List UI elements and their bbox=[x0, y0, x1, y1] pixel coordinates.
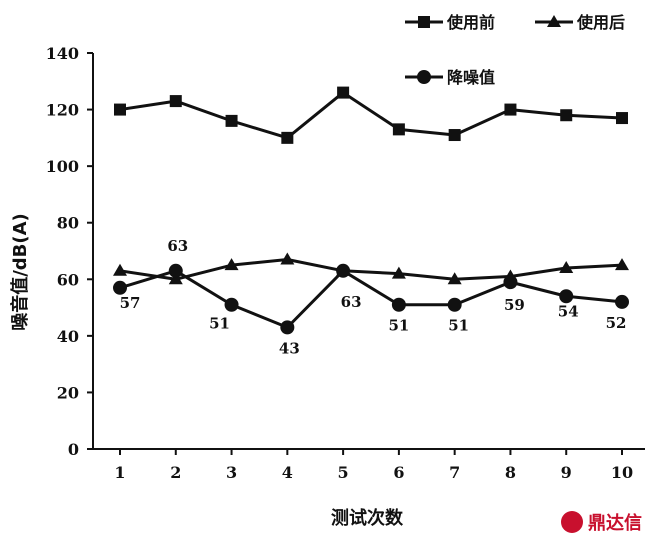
data-label: 63 bbox=[341, 293, 362, 311]
data-point-circle bbox=[559, 289, 574, 304]
x-tick-label: 4 bbox=[282, 463, 293, 482]
watermark-text: 鼎达信 bbox=[588, 512, 642, 534]
legend-label: 使用后 bbox=[576, 13, 625, 32]
x-tick-label: 2 bbox=[170, 463, 181, 482]
watermark: 鼎达信 bbox=[561, 511, 642, 534]
series-3 bbox=[113, 263, 629, 335]
data-point-square bbox=[281, 131, 294, 144]
x-tick-label: 7 bbox=[449, 463, 460, 482]
data-point-square bbox=[169, 95, 182, 108]
data-point-square bbox=[392, 123, 405, 136]
series-1 bbox=[114, 86, 628, 144]
data-labels-layer: 57 63 51 43 63 51 51 59 54 52 bbox=[120, 237, 627, 358]
data-point-square bbox=[560, 109, 573, 122]
data-point-circle bbox=[391, 297, 406, 312]
series-line bbox=[119, 91, 623, 140]
data-point-circle bbox=[336, 263, 351, 278]
data-point-square bbox=[225, 114, 238, 127]
data-point-triangle bbox=[615, 258, 629, 271]
data-point-circle bbox=[615, 294, 629, 309]
y-tick-label: 120 bbox=[46, 101, 79, 120]
data-point-square bbox=[114, 103, 126, 116]
series-layer bbox=[113, 86, 629, 335]
y-tick-label: 80 bbox=[57, 214, 79, 233]
legend-marker-square bbox=[418, 16, 430, 28]
x-tick-label: 5 bbox=[338, 463, 349, 482]
data-point-circle bbox=[447, 297, 462, 312]
data-point-square bbox=[448, 129, 461, 142]
data-point-triangle bbox=[391, 266, 406, 279]
x-tick-label: 9 bbox=[561, 463, 572, 482]
data-point-circle bbox=[113, 280, 127, 295]
data-label: 51 bbox=[209, 315, 230, 333]
x-tick-label: 1 bbox=[114, 463, 125, 482]
x-tick-label: 10 bbox=[611, 463, 633, 482]
data-point-triangle bbox=[447, 272, 462, 285]
data-point-square bbox=[504, 103, 517, 116]
data-point-triangle bbox=[168, 272, 183, 285]
y-tick-label: 20 bbox=[57, 383, 79, 402]
data-point-circle bbox=[280, 320, 295, 335]
legend-label: 使用前 bbox=[446, 13, 495, 32]
y-tick-label: 40 bbox=[57, 327, 79, 346]
legend-label: 降噪值 bbox=[447, 68, 495, 87]
data-point-triangle bbox=[113, 263, 127, 276]
axes: 0 20 40 60 80 100 120 140 1 2 3 4 5 6 7 8 9 10 bbox=[46, 44, 645, 482]
data-point-triangle bbox=[224, 258, 239, 271]
x-tick-label: 8 bbox=[505, 463, 516, 482]
data-point-square bbox=[616, 112, 628, 125]
legend-item: 降噪值 bbox=[405, 68, 495, 87]
data-label: 51 bbox=[448, 317, 469, 335]
data-label: 57 bbox=[120, 294, 141, 312]
data-label: 59 bbox=[504, 296, 525, 314]
y-axis-title: 噪音值/dB(A) bbox=[9, 213, 31, 331]
x-axis-title: 测试次数 bbox=[331, 507, 404, 529]
data-label: 51 bbox=[388, 317, 409, 335]
series-line bbox=[119, 257, 623, 281]
series-line bbox=[119, 269, 623, 329]
legend-marker-circle bbox=[417, 70, 431, 84]
y-tick-label: 100 bbox=[46, 157, 79, 176]
y-tick-label: 60 bbox=[57, 270, 79, 289]
x-tick-label: 6 bbox=[393, 463, 404, 482]
data-point-square bbox=[337, 86, 350, 99]
y-tick-label: 0 bbox=[68, 440, 79, 459]
legend-marker-triangle bbox=[547, 15, 561, 27]
data-point-circle bbox=[224, 297, 239, 312]
data-point-circle bbox=[168, 263, 183, 278]
data-label: 52 bbox=[606, 314, 627, 332]
data-label: 43 bbox=[279, 339, 300, 357]
data-label: 54 bbox=[558, 302, 579, 320]
legend-item: 使用前 bbox=[405, 13, 495, 32]
data-label: 63 bbox=[167, 237, 188, 255]
data-point-triangle bbox=[559, 260, 574, 273]
data-point-triangle bbox=[280, 252, 295, 265]
y-tick-label: 140 bbox=[46, 44, 79, 63]
x-tick-label: 3 bbox=[226, 463, 237, 482]
legend-item: 使用后 bbox=[535, 13, 625, 32]
data-point-circle bbox=[503, 275, 518, 290]
watermark-logo-icon bbox=[561, 511, 583, 533]
